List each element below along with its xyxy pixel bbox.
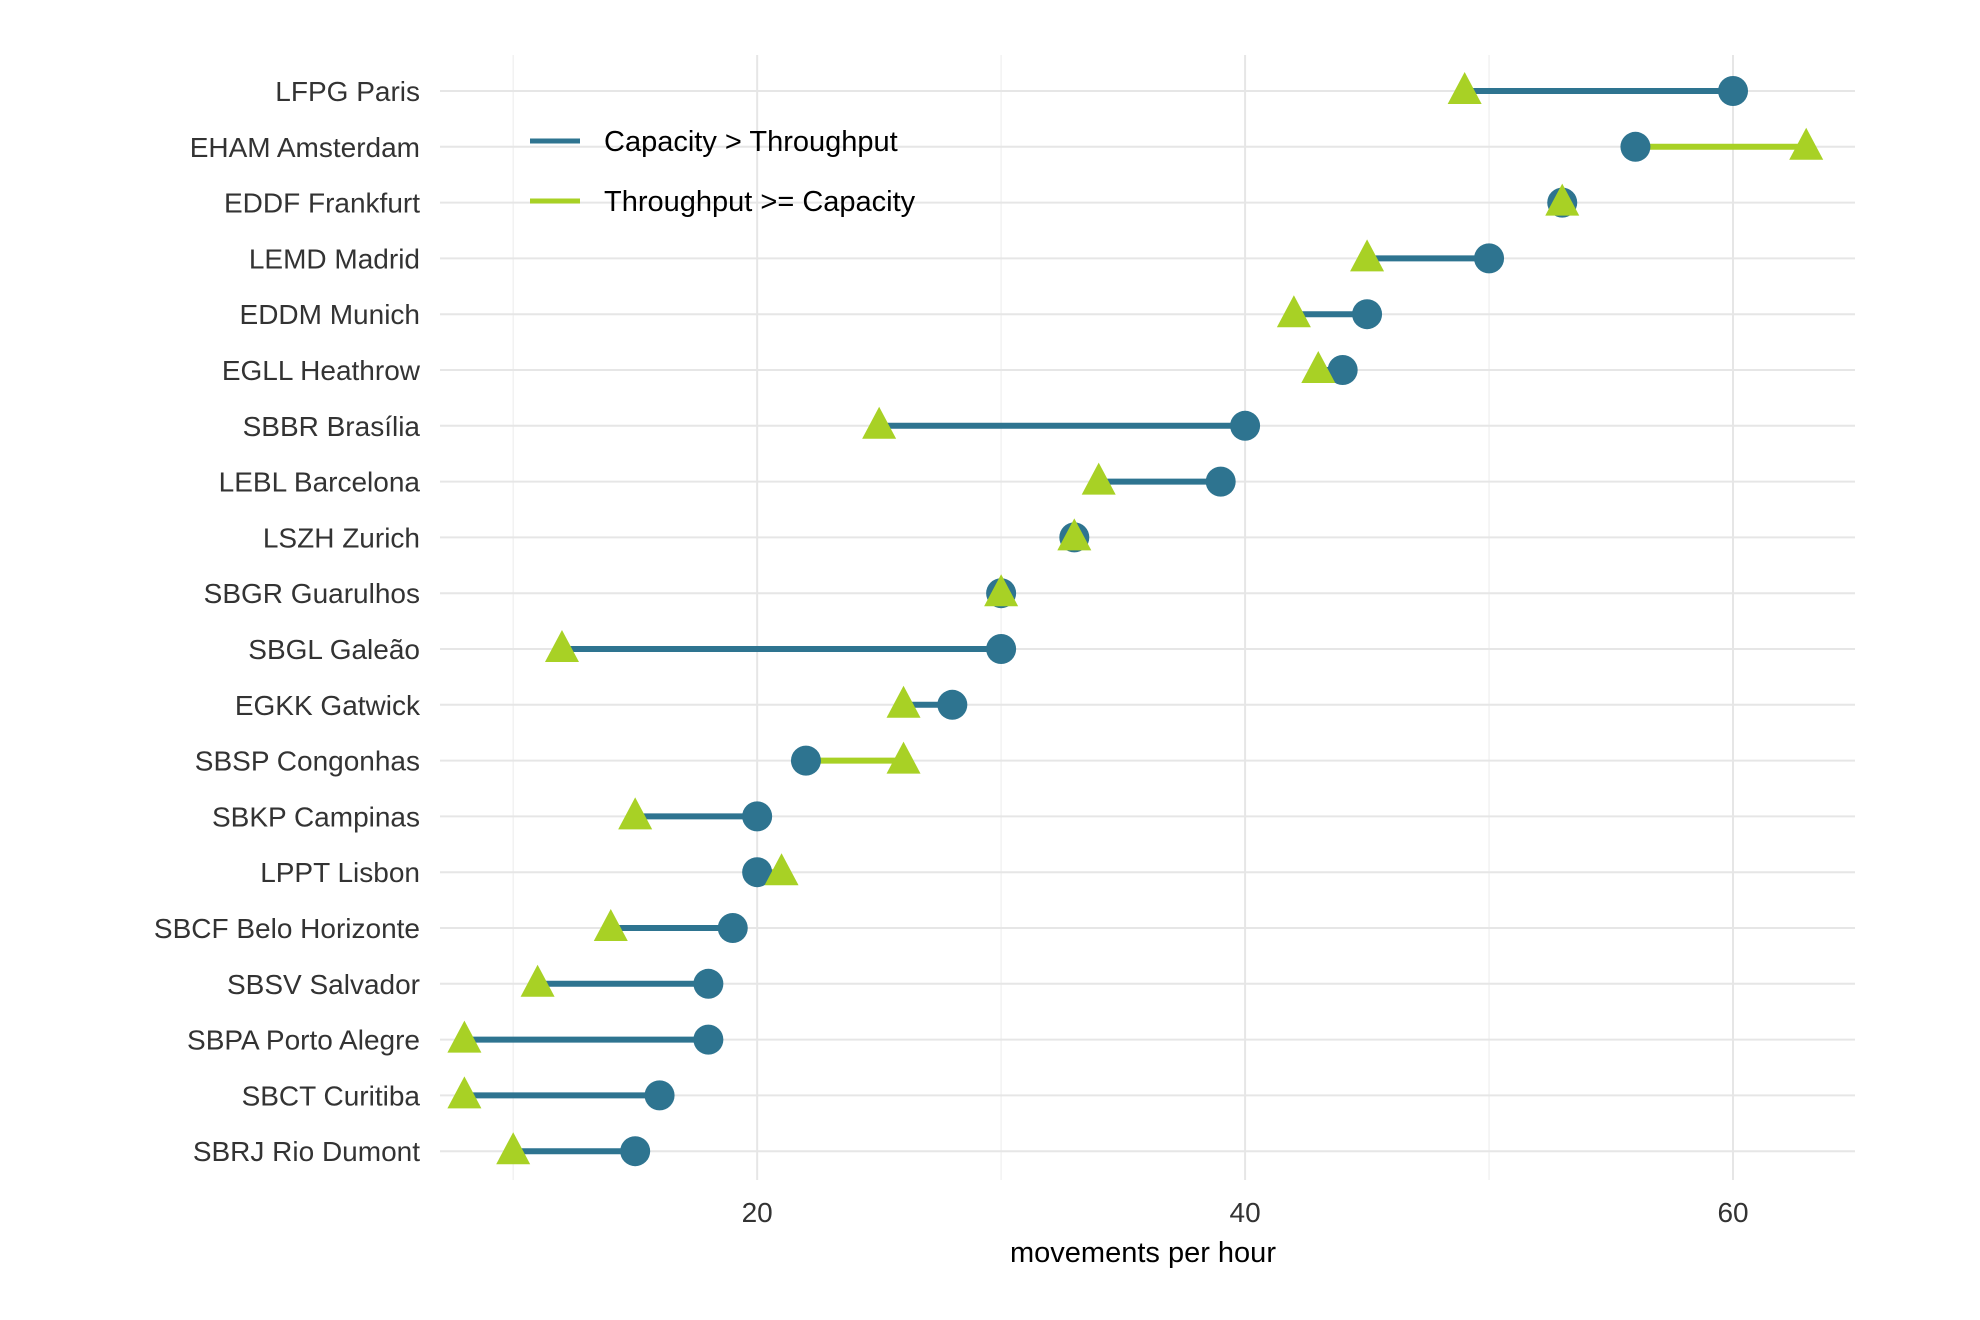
y-tick-label: SBPA Porto Alegre xyxy=(187,1025,420,1056)
legend-label-throughput: Throughput >= Capacity xyxy=(604,186,916,218)
throughput-point xyxy=(447,1076,482,1109)
capacity-point xyxy=(1474,243,1505,274)
throughput-point xyxy=(984,574,1019,607)
x-tick-label: 60 xyxy=(1717,1197,1748,1228)
throughput-point xyxy=(618,797,653,830)
legend: Capacity > Throughput Throughput >= Capa… xyxy=(530,126,916,218)
y-tick-label: EDDM Munich xyxy=(240,299,420,330)
capacity-point xyxy=(644,1080,675,1111)
throughput-point xyxy=(1545,183,1580,216)
y-tick-label: SBRJ Rio Dumont xyxy=(193,1136,420,1167)
throughput-point xyxy=(496,1132,531,1165)
throughput-point xyxy=(862,406,897,439)
throughput-point xyxy=(1789,127,1824,160)
y-tick-label: SBCT Curitiba xyxy=(242,1080,421,1111)
throughput-point xyxy=(886,685,921,718)
capacity-point xyxy=(790,745,821,776)
y-tick-label: EDDF Frankfurt xyxy=(224,188,420,219)
capacity-point xyxy=(937,689,968,720)
capacity-point xyxy=(742,857,773,888)
y-tick-label: LEMD Madrid xyxy=(249,243,420,274)
throughput-point xyxy=(544,630,579,662)
y-tick-label: EGKK Gatwick xyxy=(235,690,421,721)
capacity-point xyxy=(1352,299,1383,330)
data-points xyxy=(447,72,1824,1167)
y-tick-label: SBSV Salvador xyxy=(227,969,420,1000)
x-axis-tick-labels: 20 40 60 xyxy=(742,1197,1749,1228)
capacity-point xyxy=(1205,466,1236,497)
capacity-point xyxy=(717,913,748,943)
y-axis-labels: LFPG Paris EHAM Amsterdam EDDF Frankfurt LE… xyxy=(154,76,421,1167)
y-tick-label: SBKP Campinas xyxy=(212,801,420,832)
grid-lines xyxy=(440,55,1855,1180)
capacity-point xyxy=(620,1136,651,1167)
y-tick-label: SBCF Belo Horizonte xyxy=(154,913,420,944)
capacity-point xyxy=(742,801,773,832)
throughput-point xyxy=(1301,351,1336,383)
y-tick-label: LEBL Barcelona xyxy=(219,467,421,498)
capacity-point xyxy=(1620,131,1651,162)
capacity-point xyxy=(693,968,724,999)
y-tick-label: EGLL Heathrow xyxy=(222,355,421,386)
y-tick-label: SBBR Brasília xyxy=(243,411,421,442)
x-axis-title: movements per hour xyxy=(1010,1237,1276,1269)
y-tick-label: EHAM Amsterdam xyxy=(190,132,420,163)
throughput-point xyxy=(764,853,799,886)
capacity-point xyxy=(1327,355,1358,385)
x-tick-label: 20 xyxy=(742,1197,773,1228)
y-tick-label: SBSP Congonhas xyxy=(195,746,420,777)
throughput-point xyxy=(593,909,628,941)
throughput-point xyxy=(1276,295,1311,328)
y-tick-label: SBGR Guarulhos xyxy=(204,578,420,609)
throughput-point xyxy=(447,1020,482,1053)
dumbbell-segments xyxy=(464,88,1807,1155)
throughput-point xyxy=(1350,239,1385,272)
y-tick-label: LPPT Lisbon xyxy=(260,857,420,888)
y-tick-label: SBGL Galeão xyxy=(248,634,420,665)
throughput-point xyxy=(1081,462,1116,495)
y-tick-label: LFPG Paris xyxy=(275,76,420,107)
y-tick-label: LSZH Zurich xyxy=(263,522,420,553)
capacity-point xyxy=(986,634,1017,664)
legend-label-capacity: Capacity > Throughput xyxy=(604,126,898,158)
capacity-point xyxy=(693,1024,724,1055)
capacity-point xyxy=(1718,76,1749,106)
x-tick-label: 40 xyxy=(1230,1197,1261,1228)
throughput-point xyxy=(520,964,555,997)
capacity-point xyxy=(1230,410,1261,441)
throughput-point xyxy=(1057,518,1092,551)
throughput-point xyxy=(886,741,921,774)
throughput-point xyxy=(1447,72,1482,104)
